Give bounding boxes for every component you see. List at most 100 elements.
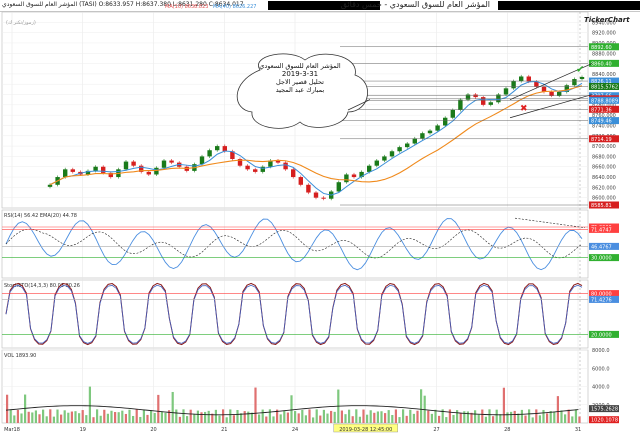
candle-body (199, 156, 205, 165)
volume-bar (495, 409, 498, 423)
candle-body (572, 79, 577, 86)
candle-body (519, 76, 524, 82)
volume-bar (517, 413, 520, 423)
volume-bar (225, 417, 228, 423)
volume-bar (438, 415, 441, 423)
volume-bar (200, 412, 203, 423)
candle-body (321, 197, 326, 199)
volume-bar (49, 409, 52, 423)
volume-bar (326, 413, 329, 423)
level-tag (589, 43, 619, 51)
vol-level-tag (589, 416, 619, 424)
y-tick-label: 8000.0 (592, 348, 610, 354)
volume-bar (99, 415, 102, 423)
candle-body (389, 151, 395, 157)
volume-bar (243, 411, 246, 423)
volume-bar (218, 415, 221, 423)
y-tick-label: 8840.000 (592, 72, 616, 78)
volume-bar (474, 410, 477, 423)
vol-level-label: 1020.1078 (591, 418, 618, 424)
candle-body (306, 184, 311, 193)
candle-body (237, 159, 243, 166)
watermark: (زموز/تكتر ك) (6, 20, 36, 26)
volume-bar (499, 414, 502, 423)
rsi-level-tag (589, 242, 619, 250)
volume-bar (142, 409, 145, 423)
volume-bar (6, 394, 9, 423)
candle-body (207, 150, 212, 157)
redacted-box-right (498, 1, 640, 10)
volume-bar (20, 413, 23, 423)
candle-body (397, 147, 402, 152)
x-tick-label: 21 (221, 427, 227, 433)
trend-upper (509, 63, 593, 101)
candle-body (359, 171, 364, 178)
candle-body (47, 184, 53, 187)
volume-bar (45, 416, 48, 423)
level-tag (589, 96, 619, 104)
volume-bar (358, 416, 361, 423)
callout-line-4: بمبارك عبد المجيد (275, 86, 325, 94)
volume-bar (261, 409, 264, 423)
candle-body (222, 146, 227, 152)
volume-bar (351, 416, 354, 423)
window-title: المؤشر العام للسوق السعودي - خمس دقائق (340, 0, 490, 9)
title-bar: المؤشر العام للسوق السعودي (TASI) O:8633… (0, 0, 640, 12)
volume-bar (315, 409, 318, 423)
volume-bar (157, 394, 160, 423)
level-tag (589, 117, 619, 125)
volume-bar (189, 409, 192, 423)
volume-bar (110, 410, 113, 423)
callout-bubble (236, 53, 370, 129)
volume-bar (297, 413, 300, 423)
volume-bar (319, 415, 322, 423)
candle-body (488, 102, 493, 105)
volume-bar (481, 409, 484, 423)
stoch-level-tag (589, 290, 619, 298)
candle-body (93, 166, 98, 171)
candle-body (63, 169, 68, 178)
volume-bar (560, 410, 563, 423)
candle-body (336, 182, 341, 192)
brand-logo: TickerChart (584, 16, 630, 24)
level-label: 8585.81 (591, 203, 612, 209)
volume-bar (63, 410, 66, 423)
candle-body (108, 172, 113, 178)
level-label: 8714.19 (591, 137, 612, 143)
volume-bar (427, 410, 430, 423)
candle-body (420, 133, 425, 139)
candle-body (526, 76, 531, 82)
candle-body (313, 192, 319, 198)
volume-bar (434, 409, 437, 423)
vol-level-tag (589, 405, 619, 413)
volume-bar (405, 415, 408, 423)
volume-bar (175, 409, 178, 423)
volume-bar (528, 409, 531, 423)
candle-body (405, 143, 410, 148)
candle-body (154, 167, 159, 175)
volume-bar (506, 412, 509, 423)
ma-slow-line (49, 85, 583, 186)
volume-bar (13, 415, 16, 423)
volume-bar (538, 415, 541, 423)
volume-bar (258, 414, 261, 423)
volume-bar (412, 413, 415, 423)
candle-body (101, 166, 106, 173)
rsi-trend-line (514, 217, 586, 228)
rsi-ema-line (5, 228, 583, 259)
volume-bar (146, 414, 149, 423)
volume-bar (510, 411, 513, 423)
volume-bar (207, 410, 210, 423)
candle-body (245, 165, 250, 170)
volume-bar (301, 409, 304, 423)
candle-body (549, 91, 554, 96)
volume-bar (466, 411, 469, 423)
candle-body (511, 81, 516, 89)
candle-body (579, 76, 585, 80)
level-tag (589, 77, 619, 85)
volume-bar (290, 395, 293, 423)
stoch-level-label: 71.4276 (591, 297, 612, 303)
volume-bar (9, 409, 12, 423)
volume-bar (67, 412, 70, 423)
callout-line-2: 2019-3-31 (281, 70, 319, 78)
